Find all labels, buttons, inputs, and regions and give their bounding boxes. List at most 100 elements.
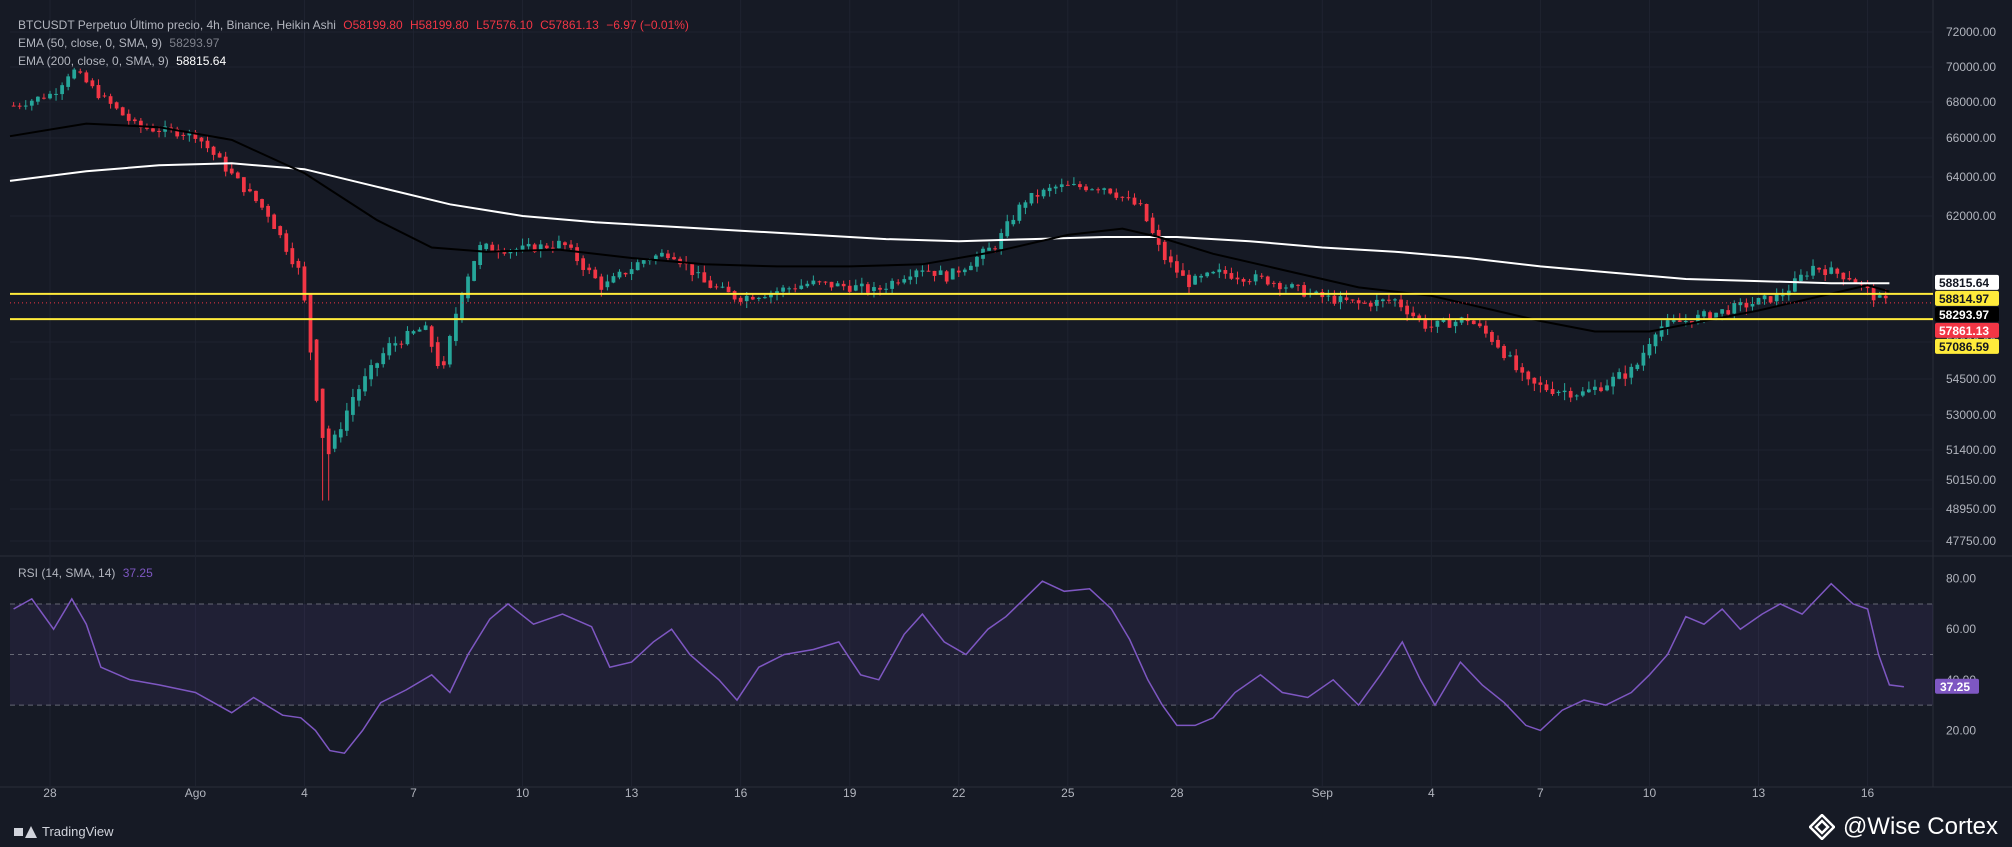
candle-body <box>1090 189 1094 191</box>
candle-body <box>1102 188 1107 190</box>
x-tick-label: 10 <box>516 786 530 800</box>
candle-body <box>1556 391 1561 394</box>
candle-body <box>557 240 561 249</box>
candle-body <box>563 242 567 246</box>
candle-body <box>1344 297 1349 301</box>
candle-body <box>1023 202 1028 208</box>
candle-body <box>1550 388 1555 395</box>
candle-body <box>126 113 131 121</box>
candle-body <box>1641 352 1646 366</box>
candle-body <box>478 245 483 266</box>
candle-body <box>1599 387 1603 392</box>
watermark: @Wise Cortex <box>1808 813 1998 841</box>
candle-body <box>460 293 464 320</box>
x-tick-label: 13 <box>1752 786 1766 800</box>
tradingview-brand: TradingView <box>14 824 114 839</box>
candle-body <box>817 281 822 283</box>
candle-body <box>1799 274 1803 281</box>
candle-body <box>490 244 495 252</box>
candle-body <box>872 287 876 292</box>
candle-body <box>1168 256 1173 263</box>
candle-body <box>1399 299 1403 308</box>
candle-body <box>260 199 264 208</box>
candle-body <box>1114 192 1119 198</box>
candle-body <box>853 285 858 291</box>
candle-body <box>896 282 901 284</box>
candle-body <box>1356 300 1361 304</box>
candle-body <box>696 272 701 274</box>
candle-body <box>605 281 610 288</box>
candle-body <box>581 258 586 270</box>
rsi-value-label: 37.25 <box>1935 678 1979 694</box>
ema50-legend: EMA (50, close, 0, SMA, 9) 58293.97 <box>18 36 223 50</box>
candle-body <box>29 100 34 106</box>
candle-body <box>1187 274 1191 288</box>
x-tick-label: 7 <box>410 786 417 800</box>
candle-body <box>1653 334 1658 347</box>
candle-body <box>84 72 89 83</box>
x-tick-label: 25 <box>1061 786 1075 800</box>
candle-body <box>1780 295 1785 297</box>
candle-body <box>956 270 961 273</box>
candle-body <box>429 326 434 347</box>
candle-body <box>357 389 361 401</box>
x-tick-label: 4 <box>1428 786 1435 800</box>
candle-body <box>623 272 628 275</box>
close-value: C57861.13 <box>540 18 599 32</box>
candle-body <box>1181 270 1185 276</box>
candle-body <box>1805 275 1809 277</box>
y-tick-label: 47750.00 <box>1946 534 1996 548</box>
candle-body <box>1029 192 1034 204</box>
candle-body <box>1005 221 1010 237</box>
candle-body <box>908 276 913 280</box>
candle-body <box>1150 217 1155 233</box>
candle-body <box>217 153 222 158</box>
candle-body <box>1720 309 1725 314</box>
candle-body <box>441 361 446 366</box>
candle-body <box>1387 299 1391 301</box>
candle-body <box>526 243 531 247</box>
candle-body <box>890 280 895 289</box>
candle-body <box>399 343 404 345</box>
candle-body <box>738 297 743 302</box>
candle-body <box>629 269 634 275</box>
candle-body <box>381 353 386 365</box>
candle-body <box>750 296 755 300</box>
candle-body <box>587 267 592 271</box>
candle-body <box>969 265 973 271</box>
candle-body <box>320 388 325 438</box>
candle-body <box>90 80 95 87</box>
candle-body <box>1381 299 1385 302</box>
candle-body <box>1792 278 1797 292</box>
candle-body <box>841 283 846 287</box>
candle-body <box>1659 326 1664 337</box>
y-tick-label: 53000.00 <box>1946 408 1996 422</box>
candle-body <box>520 245 525 250</box>
candle-body <box>720 286 725 288</box>
candle-body <box>1411 312 1416 317</box>
candle-body <box>1835 268 1840 274</box>
candle-body <box>1568 390 1573 398</box>
candle-body <box>60 85 64 95</box>
candle-body <box>1538 382 1543 385</box>
candle-body <box>1138 203 1143 205</box>
candle-body <box>763 297 767 299</box>
candle-body <box>72 69 77 79</box>
rsi-value: 37.25 <box>122 566 153 580</box>
candle-body <box>1047 187 1052 192</box>
candle-body <box>1623 373 1628 379</box>
candle-body <box>787 288 792 290</box>
candle-body <box>593 269 598 279</box>
candle-body <box>1120 196 1125 198</box>
x-tick-label: 19 <box>843 786 857 800</box>
candle-body <box>1072 183 1076 185</box>
y-tick-label: 62000.00 <box>1946 209 1996 223</box>
candle-body <box>793 288 798 290</box>
ema200-line <box>9 162 1890 285</box>
candle-body <box>1508 355 1512 357</box>
x-tick-label: 16 <box>1861 786 1875 800</box>
candle-body <box>1526 371 1531 380</box>
rsi-tick-label: 60.00 <box>1946 622 1976 636</box>
symbol-info: BTCUSDT Perpetuo Último precio, 4h, Bina… <box>18 18 336 32</box>
